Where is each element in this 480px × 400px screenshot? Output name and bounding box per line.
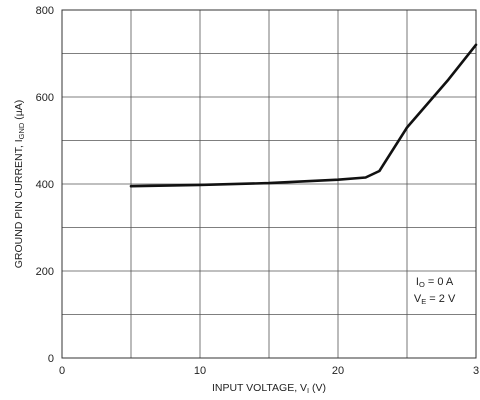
plot-frame: [61, 9, 477, 359]
x-axis-title: INPUT VOLTAGE, VI (V): [212, 382, 326, 395]
y-tick-label: 400: [36, 179, 54, 191]
tick-labels: 0 200 400 600 800 0 10 20 3: [36, 5, 479, 377]
x-tick-label: 10: [194, 365, 206, 377]
y-tick-label: 200: [36, 266, 54, 278]
x-tick-label: 0: [59, 365, 65, 377]
conditions-annotation: IO = 0 A VE = 2 V: [414, 276, 456, 306]
series-line: [129, 43, 478, 188]
y-tick-label: 800: [36, 5, 54, 17]
y-tick-label: 0: [48, 353, 54, 365]
y-axis-title: GROUND PIN CURRENT, IGND (µA): [13, 100, 26, 269]
y-tick-label: 600: [36, 92, 54, 104]
x-tick-label: 3: [473, 365, 479, 377]
annotation-io: IO = 0 A: [416, 276, 454, 289]
series: [129, 43, 478, 188]
annotation-ve: VE = 2 V: [414, 293, 456, 306]
x-tick-label: 20: [332, 365, 344, 377]
